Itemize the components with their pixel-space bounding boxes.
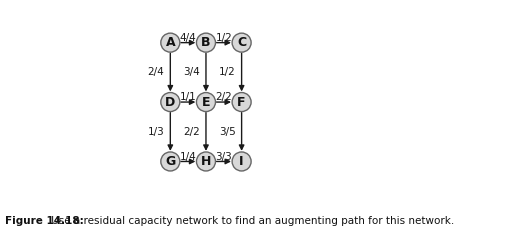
Text: C: C (237, 36, 246, 49)
Circle shape (232, 33, 251, 52)
Circle shape (161, 93, 180, 112)
Circle shape (232, 152, 251, 171)
Text: 1/3: 1/3 (148, 127, 164, 137)
Text: G: G (165, 155, 175, 168)
Text: 3/5: 3/5 (219, 127, 236, 137)
Text: A: A (165, 36, 175, 49)
Text: B: B (201, 36, 211, 49)
Text: D: D (165, 96, 175, 109)
Text: 2/2: 2/2 (215, 92, 232, 102)
Text: E: E (202, 96, 210, 109)
Circle shape (196, 33, 215, 52)
Text: 3/3: 3/3 (215, 151, 232, 161)
Text: Use a residual capacity network to find an augmenting path for this network.: Use a residual capacity network to find … (48, 216, 454, 226)
Text: F: F (237, 96, 246, 109)
Circle shape (232, 93, 251, 112)
Circle shape (196, 93, 215, 112)
Text: 1/2: 1/2 (219, 67, 236, 77)
Text: Figure 14.18:: Figure 14.18: (5, 216, 84, 226)
Text: I: I (239, 155, 244, 168)
Text: 1/2: 1/2 (215, 33, 232, 43)
Circle shape (161, 152, 180, 171)
Text: 2/2: 2/2 (183, 127, 200, 137)
Circle shape (161, 33, 180, 52)
Text: 3/4: 3/4 (183, 67, 200, 77)
Text: 1/1: 1/1 (180, 92, 197, 102)
Text: H: H (201, 155, 211, 168)
Text: 1/4: 1/4 (180, 151, 197, 161)
Text: 2/4: 2/4 (148, 67, 164, 77)
Circle shape (196, 152, 215, 171)
Text: 4/4: 4/4 (180, 33, 197, 43)
